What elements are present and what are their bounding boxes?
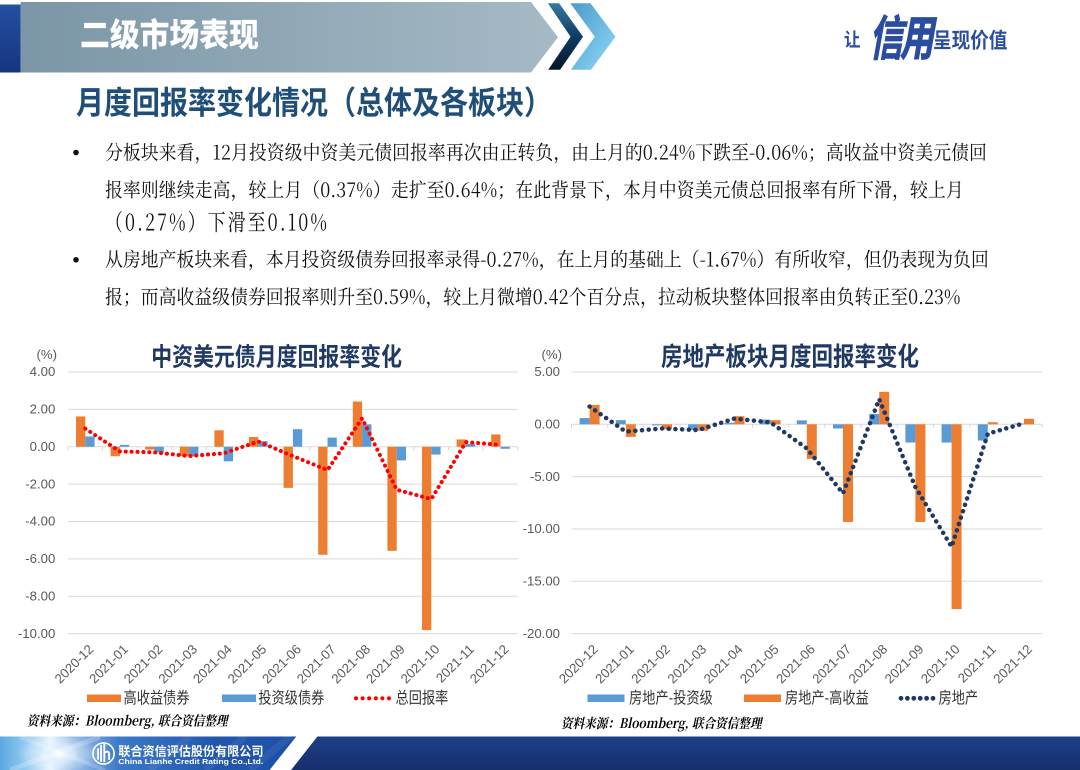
svg-text:(%): (%): [541, 347, 562, 362]
svg-text:-20.00: -20.00: [523, 626, 560, 641]
svg-text:2020-12: 2020-12: [556, 642, 601, 687]
svg-text:2021-05: 2021-05: [737, 642, 782, 687]
svg-text:0.00: 0.00: [30, 439, 56, 454]
svg-text:2021-08: 2021-08: [845, 642, 890, 687]
svg-text:2021-07: 2021-07: [809, 642, 854, 687]
svg-text:2021-12: 2021-12: [467, 642, 512, 687]
svg-text:China Lianhe Credit Rating Co.: China Lianhe Credit Rating Co.,Ltd.: [118, 759, 263, 766]
svg-text:4.00: 4.00: [30, 364, 56, 379]
svg-text:-10.00: -10.00: [18, 626, 55, 641]
svg-text:2021-12: 2021-12: [990, 642, 1035, 687]
svg-text:0.00: 0.00: [534, 417, 560, 432]
svg-text:2021-04: 2021-04: [701, 642, 746, 687]
svg-text:2021-02: 2021-02: [628, 642, 673, 687]
svg-text:2.00: 2.00: [30, 402, 56, 417]
svg-text:2021-06: 2021-06: [773, 642, 818, 687]
svg-text:2021-09: 2021-09: [882, 642, 927, 687]
svg-text:2021-03: 2021-03: [664, 642, 709, 687]
svg-text:-2.00: -2.00: [25, 476, 55, 491]
svg-text:(%): (%): [36, 347, 57, 362]
svg-text:5.00: 5.00: [534, 364, 560, 379]
svg-text:-10.00: -10.00: [523, 521, 560, 536]
svg-text:2021-10: 2021-10: [918, 642, 963, 687]
svg-text:2021-10: 2021-10: [398, 642, 443, 687]
svg-text:-8.00: -8.00: [25, 588, 55, 603]
svg-text:2021-01: 2021-01: [592, 642, 637, 687]
svg-text:-4.00: -4.00: [25, 514, 55, 529]
svg-text:-15.00: -15.00: [523, 574, 560, 589]
svg-text:-6.00: -6.00: [25, 551, 55, 566]
svg-text:-5.00: -5.00: [530, 469, 560, 484]
